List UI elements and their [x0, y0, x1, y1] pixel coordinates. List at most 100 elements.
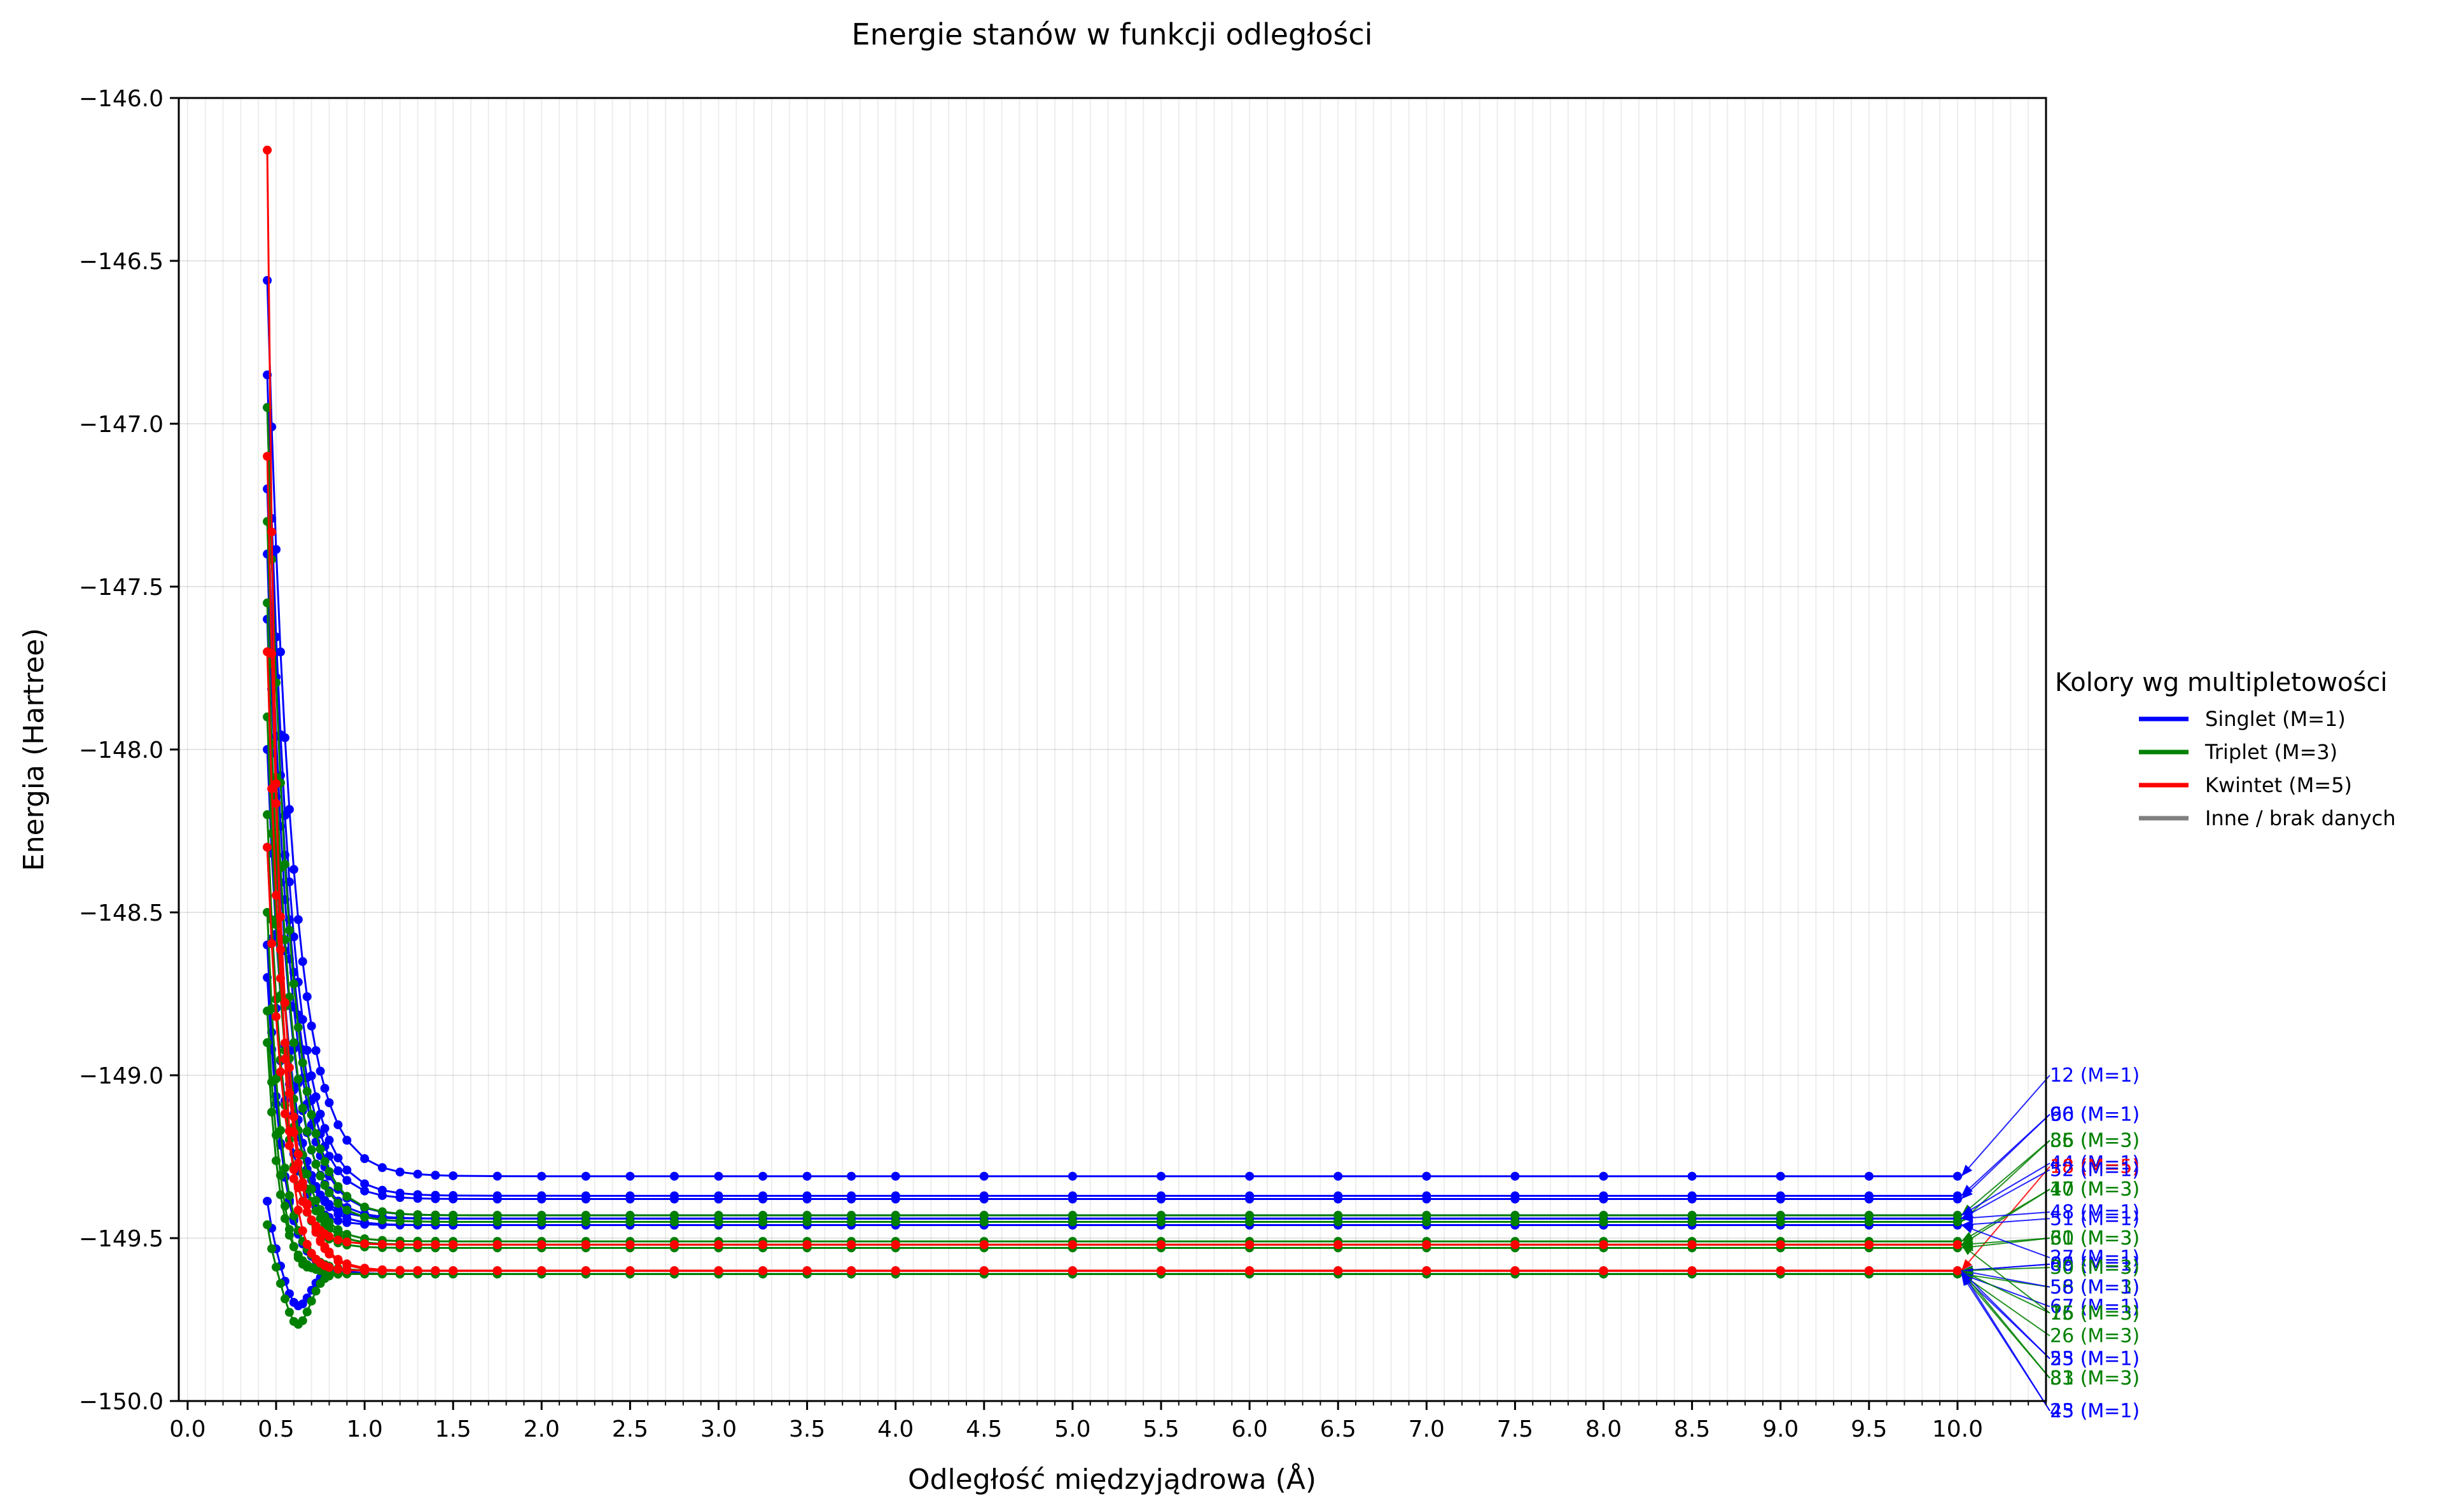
data-point [284, 1089, 294, 1098]
annotation-label: 31 (M=3) [2050, 1227, 2140, 1250]
data-point [320, 1157, 330, 1166]
data-point [298, 1197, 307, 1206]
data-point [298, 1226, 307, 1236]
data-point [342, 1165, 352, 1175]
data-point [311, 1046, 321, 1056]
data-point [324, 1271, 334, 1281]
data-point [1333, 1194, 1343, 1204]
data-point [272, 1131, 281, 1140]
data-point [333, 1264, 343, 1274]
data-point [1599, 1211, 1608, 1220]
data-point [413, 1266, 422, 1276]
data-point [891, 1171, 900, 1181]
data-point [492, 1171, 502, 1181]
data-point [324, 1188, 334, 1197]
data-point [537, 1171, 546, 1181]
data-point [289, 865, 298, 874]
data-point [395, 1168, 405, 1177]
annotation-label: 52 (M=1) [2050, 1159, 2140, 1181]
data-point [1776, 1171, 1785, 1181]
data-point [1687, 1171, 1697, 1181]
annotation-arrow [1961, 1169, 2050, 1220]
data-point [395, 1217, 405, 1226]
legend-entry: Singlet (M=1) [2139, 707, 2346, 731]
data-point [581, 1240, 590, 1250]
data-point [324, 1263, 334, 1272]
data-point [1245, 1266, 1255, 1276]
data-point [320, 1181, 330, 1190]
data-point [669, 1171, 679, 1181]
data-point [1245, 1194, 1255, 1204]
annotation-arrow [1961, 1140, 2050, 1223]
data-point [302, 992, 312, 1001]
annotation-arrowhead [1961, 1164, 1973, 1176]
data-point [1333, 1217, 1343, 1227]
data-point [293, 1075, 303, 1084]
data-point [263, 598, 272, 608]
data-point [263, 1220, 272, 1229]
data-point [377, 1207, 387, 1217]
annotation: 48 (M=1) [1961, 1201, 2140, 1224]
legend-label: Singlet (M=1) [2205, 707, 2346, 731]
data-point [581, 1171, 590, 1181]
annotation-arrow [1961, 1270, 2050, 1360]
data-point [1422, 1217, 1431, 1227]
annotation-label: 58 (M=1) [2050, 1276, 2140, 1299]
data-point [1333, 1240, 1343, 1250]
annotation-arrow [1961, 1075, 2050, 1177]
data-point [324, 1232, 334, 1241]
chart-title: Energie stanów w funkcji odległości [852, 17, 1373, 52]
data-point [342, 1259, 352, 1269]
annotation-label: 44 (M=1) [2050, 1152, 2140, 1175]
data-point [284, 1225, 294, 1234]
data-point [333, 1235, 343, 1245]
data-point [377, 1265, 387, 1274]
annotation: 44 (M=1) [1961, 1152, 2140, 1217]
data-point [1952, 1171, 1962, 1181]
data-point [342, 1218, 352, 1227]
annotation-label: 30 (M=3) [2050, 1257, 2140, 1279]
data-point [847, 1171, 856, 1181]
y-tick-label: −149.0 [79, 1063, 164, 1089]
data-point [280, 1294, 289, 1304]
data-point [625, 1211, 635, 1220]
data-point [1157, 1217, 1166, 1227]
x-axis-title: Odległość międzyjądrowa (Å) [908, 1462, 1316, 1496]
x-tick-label: 9.0 [1762, 1416, 1799, 1442]
data-point [311, 1129, 321, 1138]
data-point [263, 1007, 272, 1016]
data-point [581, 1217, 590, 1227]
data-point [1068, 1217, 1077, 1227]
data-point [1068, 1240, 1077, 1250]
annotation-label: 15 (M=3) [2050, 1302, 2140, 1325]
data-point [342, 1192, 352, 1201]
data-point [758, 1240, 768, 1250]
data-point [891, 1217, 900, 1227]
data-point [1864, 1266, 1874, 1276]
data-point [289, 979, 298, 989]
y-tick-label: −149.5 [79, 1226, 164, 1252]
data-point [979, 1211, 989, 1220]
data-point [802, 1211, 812, 1220]
data-point [311, 1206, 321, 1216]
annotation: 35 (M=3) [1961, 1129, 2140, 1216]
annotation-label: 55 (M=1) [2050, 1348, 2140, 1370]
data-point [272, 545, 281, 554]
data-point [1776, 1266, 1785, 1276]
data-point [307, 1110, 316, 1120]
data-point [360, 1186, 370, 1196]
data-point [280, 1109, 289, 1119]
data-point [1599, 1217, 1608, 1227]
data-point [275, 1279, 285, 1288]
x-tick-label: 4.5 [966, 1416, 1002, 1442]
data-point [492, 1194, 502, 1204]
data-point [492, 1217, 502, 1227]
data-point [263, 517, 272, 526]
data-point [377, 1215, 387, 1225]
x-tick-label: 1.0 [346, 1416, 382, 1442]
series-11 [263, 403, 1962, 1220]
series-22 [263, 647, 1962, 1276]
data-point [449, 1210, 458, 1220]
annotation: 33 (M=3) [1961, 1273, 2140, 1390]
